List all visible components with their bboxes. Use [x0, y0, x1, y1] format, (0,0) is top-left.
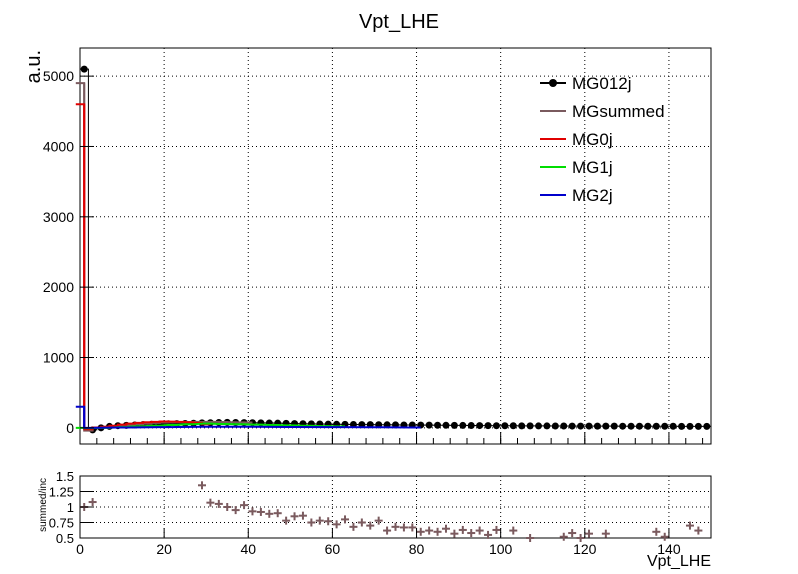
legend-label: MG2j [572, 186, 613, 205]
main-plot-frame [79, 47, 712, 445]
ratio-y-tick-label: 0.75 [49, 516, 74, 531]
y-tick-label: 2000 [43, 279, 74, 295]
ratio-series-group [80, 481, 703, 542]
legend-label: MG1j [572, 158, 613, 177]
x-tick-label: 100 [489, 541, 513, 557]
series-point-mg012j [526, 422, 534, 430]
series-point-mg012j [694, 422, 702, 430]
series-point-mg012j [678, 422, 686, 430]
series-line-mg012j [80, 68, 711, 431]
series-point-mg012j [661, 422, 669, 430]
y-tick-label: 0 [66, 420, 74, 436]
series-line-mg2j [75, 405, 421, 429]
series-point-mg012j [635, 422, 643, 430]
series-point-mg012j [585, 422, 593, 430]
series-point-mg012j [610, 422, 618, 430]
series-point-mg012j [459, 421, 467, 429]
legend-marker [549, 79, 557, 87]
series-point-mg012j [80, 65, 88, 73]
y-tick-label: 4000 [43, 138, 74, 154]
x-tick-label: 20 [156, 541, 172, 557]
x-tick-label: 140 [657, 541, 681, 557]
series-point-mg012j [703, 422, 711, 430]
legend-label: MGsummed [572, 102, 665, 121]
series-point-mg012j [434, 421, 442, 429]
y-tick-label: 1000 [43, 349, 74, 365]
ratio-y-tick-label: 1.5 [56, 469, 74, 484]
main-y-axis-label: a.u. [23, 50, 45, 83]
series-point-mg012j [627, 422, 635, 430]
series-point-mg012j [602, 422, 610, 430]
y-tick-label: 3000 [43, 209, 74, 225]
series-point-mg012j [551, 422, 559, 430]
series-point-mg012j [484, 422, 492, 430]
main-x-ticks [79, 432, 704, 444]
series-point-mg012j [568, 422, 576, 430]
series-point-mg012j [450, 421, 458, 429]
x-tick-label: 120 [573, 541, 597, 557]
x-tick-label: 0 [76, 541, 84, 557]
series-point-mg012j [492, 422, 500, 430]
series-point-mg012j [593, 422, 601, 430]
series-point-mg012j [560, 422, 568, 430]
legend: MG012j MGsummed MG0j MG1j MG2j [540, 74, 665, 205]
x-tick-label: 40 [240, 541, 256, 557]
series-point-mg012j [476, 422, 484, 430]
series-point-mg012j [509, 422, 517, 430]
x-axis-label: Vpt_LHE [647, 553, 711, 570]
legend-label: MG012j [572, 74, 632, 93]
ratio-x-ticks: 0 20 40 60 80 100 120 140 [76, 528, 681, 557]
series-point-mg012j [425, 421, 433, 429]
series-point-mg012j [501, 422, 509, 430]
main-y-ticks: 0 1000 2000 3000 4000 5000 [43, 68, 94, 436]
x-tick-label: 60 [325, 541, 341, 557]
y-tick-label: 5000 [43, 68, 74, 84]
series-point-mg012j [644, 422, 652, 430]
series-point-mg012j [577, 422, 585, 430]
main-series-group [75, 65, 711, 434]
ratio-y-tick-label: 0.5 [56, 531, 74, 546]
ratio-y-tick-label: 1 [67, 500, 74, 515]
ratio-y-axis-label: summed/inc [38, 478, 49, 532]
series-point-mg012j [686, 422, 694, 430]
series-line-mg0j [75, 103, 211, 431]
series-point-mg012j [442, 421, 450, 429]
series-point-mg012j [619, 422, 627, 430]
legend-label: MG0j [572, 130, 613, 149]
series-point-mg012j [543, 422, 551, 430]
series-point-mg012j [518, 422, 526, 430]
series-point-mg012j [535, 422, 543, 430]
x-tick-label: 80 [409, 541, 425, 557]
series-point-mg012j [669, 422, 677, 430]
chart-title: Vpt_LHE [359, 11, 439, 33]
series-point-mg012j [652, 422, 660, 430]
ratio-y-tick-label: 1.25 [49, 485, 74, 500]
series-point-mg012j [467, 422, 475, 430]
